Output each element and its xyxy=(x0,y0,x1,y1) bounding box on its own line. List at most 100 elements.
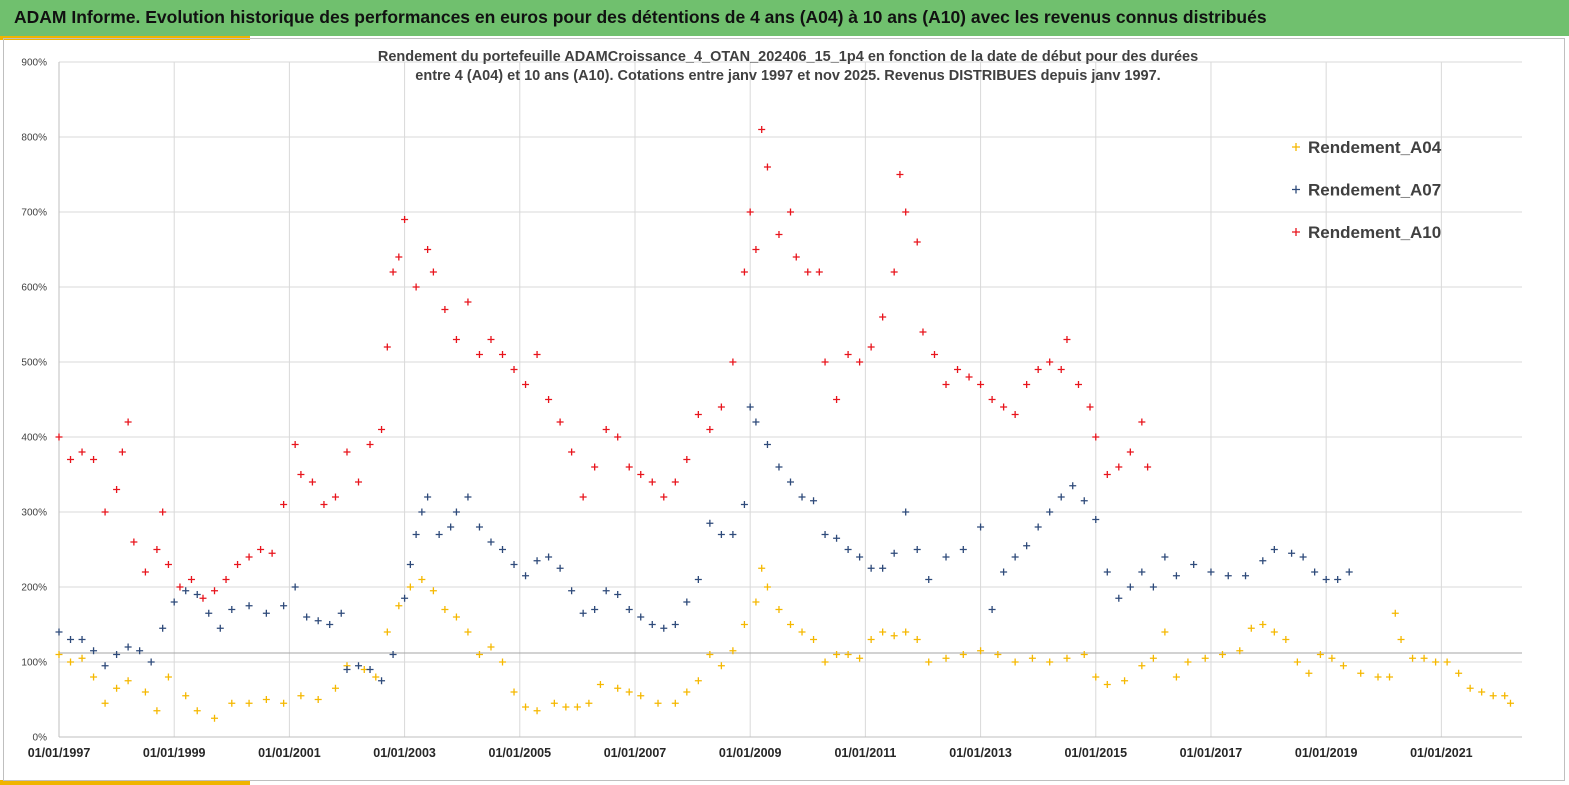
y-tick-label: 500% xyxy=(21,358,47,369)
data-point xyxy=(856,358,864,366)
data-point xyxy=(464,628,472,636)
report-header: ADAM Informe. Evolution historique des p… xyxy=(0,0,1569,36)
data-point xyxy=(942,381,950,388)
data-point xyxy=(245,553,253,561)
data-point xyxy=(787,621,794,628)
data-point xyxy=(694,677,702,685)
data-point xyxy=(1161,628,1169,636)
data-point xyxy=(1063,654,1071,662)
data-point xyxy=(78,448,86,456)
data-point xyxy=(182,587,190,595)
data-point xyxy=(1270,628,1278,636)
data-point xyxy=(441,606,449,613)
data-point xyxy=(257,546,265,553)
data-point xyxy=(67,636,75,643)
data-point xyxy=(614,591,622,598)
axes: 0% 100% 200% 300% 400% 500% 600% 700% 800% 900% 01… xyxy=(21,58,1522,760)
data-point xyxy=(429,268,437,276)
data-point xyxy=(787,208,794,216)
data-point xyxy=(136,647,144,655)
x-tick-label: 01/01/2021 xyxy=(1410,746,1473,760)
data-point xyxy=(815,268,823,276)
data-point xyxy=(925,658,933,666)
data-point xyxy=(706,519,714,527)
data-point xyxy=(78,636,86,643)
data-point xyxy=(412,531,420,538)
data-point xyxy=(1057,366,1065,373)
data-point xyxy=(1224,572,1232,580)
data-point xyxy=(1172,572,1180,580)
data-point xyxy=(522,381,530,388)
data-point xyxy=(902,208,910,216)
data-point xyxy=(942,654,950,662)
data-point xyxy=(752,418,760,426)
x-tick-label: 01/01/2001 xyxy=(258,746,321,760)
data-point xyxy=(833,651,841,658)
data-point xyxy=(804,268,812,276)
data-point xyxy=(389,651,397,658)
data-point xyxy=(1080,651,1088,658)
data-point xyxy=(550,699,558,707)
data-point xyxy=(297,692,305,700)
data-point xyxy=(683,456,691,463)
data-marks xyxy=(55,126,1514,722)
legend-label: Rendement_A04 xyxy=(1308,138,1442,157)
data-point xyxy=(579,609,587,617)
y-tick-label: 900% xyxy=(21,58,47,69)
data-point xyxy=(1138,662,1146,670)
data-point xyxy=(752,598,760,606)
data-point xyxy=(965,373,973,381)
x-tick-label: 01/01/1997 xyxy=(28,746,91,760)
data-point xyxy=(412,283,420,291)
data-point xyxy=(1138,568,1146,576)
data-point xyxy=(1409,654,1417,662)
data-point xyxy=(792,253,800,261)
data-point xyxy=(297,471,305,478)
data-point xyxy=(821,531,829,538)
data-point xyxy=(124,418,132,426)
data-point xyxy=(896,171,904,178)
data-point xyxy=(262,696,270,703)
data-point xyxy=(625,688,633,696)
data-point xyxy=(314,617,322,625)
data-point xyxy=(510,561,518,568)
data-point xyxy=(211,714,219,722)
data-point xyxy=(90,673,98,681)
data-point xyxy=(164,561,172,568)
data-point xyxy=(406,561,414,568)
data-point xyxy=(879,313,887,321)
data-point xyxy=(499,658,507,666)
series-Rendement_A07 xyxy=(55,403,1353,685)
data-point xyxy=(585,699,593,707)
data-point xyxy=(1057,493,1065,501)
data-point xyxy=(124,677,132,685)
data-point xyxy=(372,673,380,681)
data-point xyxy=(1386,673,1394,681)
data-point xyxy=(1478,688,1486,696)
data-point xyxy=(510,688,518,696)
accent-bar-bottom xyxy=(0,780,250,785)
data-point xyxy=(401,594,409,602)
data-point xyxy=(1466,684,1474,692)
data-point xyxy=(1000,568,1008,576)
data-point xyxy=(821,658,829,666)
data-point xyxy=(683,688,691,696)
x-tick-label: 01/01/2019 xyxy=(1295,746,1358,760)
data-point xyxy=(153,707,161,715)
data-point xyxy=(833,534,841,542)
data-point xyxy=(1000,403,1008,411)
data-point xyxy=(798,628,806,636)
data-point xyxy=(913,546,921,553)
grid xyxy=(58,61,1522,738)
legend: Rendement_A04 Rendement_A07 Rendement_A10 xyxy=(1292,138,1442,242)
data-point xyxy=(740,501,748,508)
data-point xyxy=(1046,658,1054,666)
data-point xyxy=(556,418,564,426)
data-point xyxy=(856,654,864,662)
data-point xyxy=(856,553,864,561)
data-point xyxy=(1149,583,1157,591)
data-point xyxy=(1339,662,1347,670)
data-point xyxy=(395,253,403,261)
data-point xyxy=(464,298,472,306)
